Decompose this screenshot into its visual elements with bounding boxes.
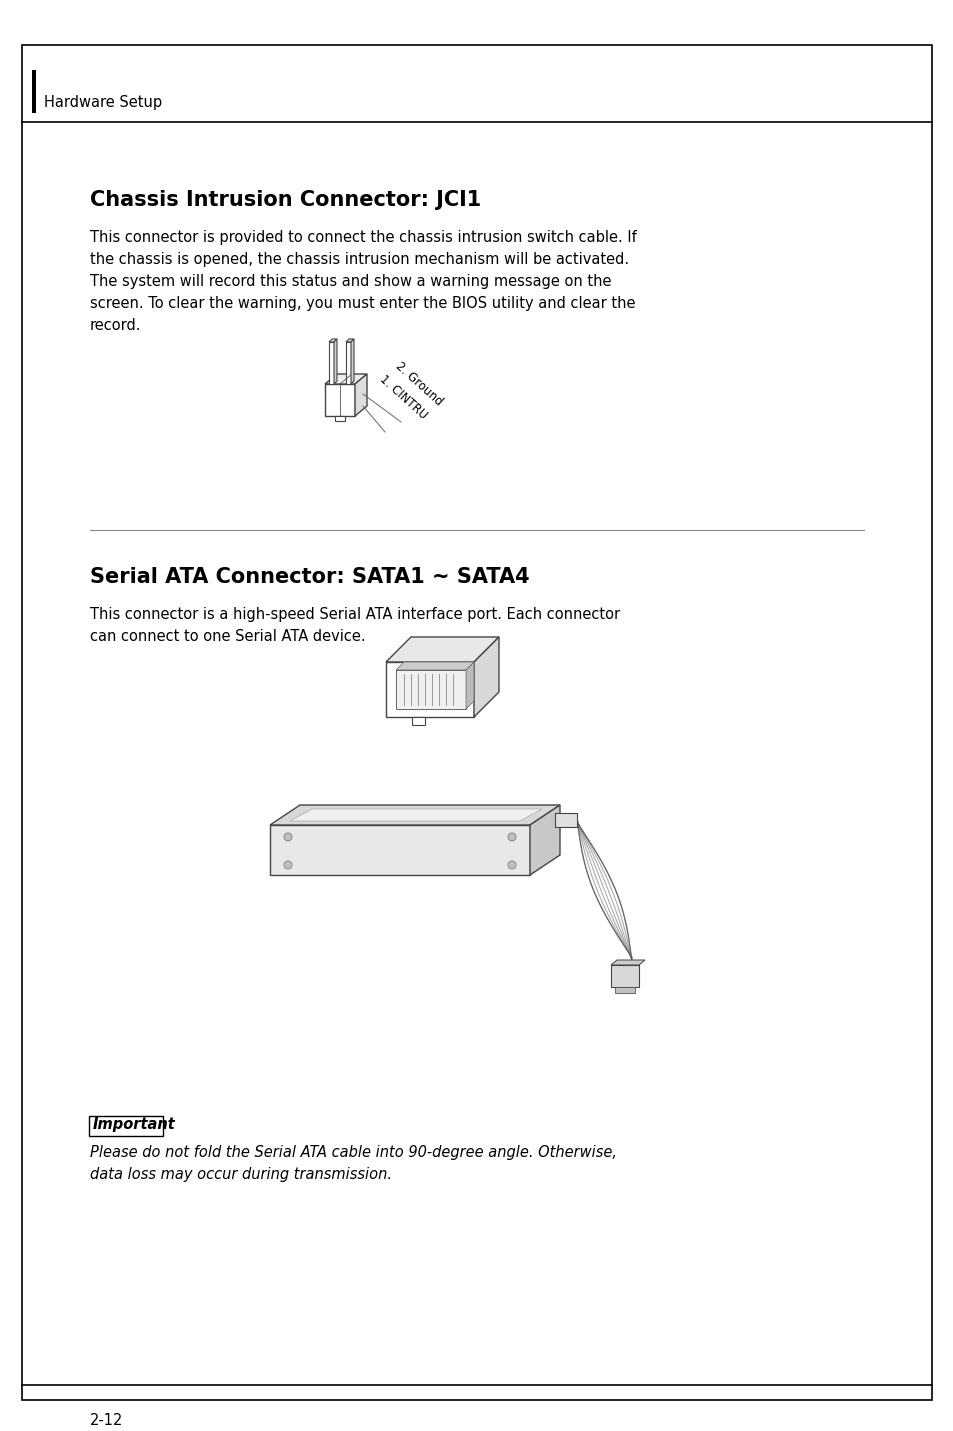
Polygon shape xyxy=(351,339,354,384)
Text: 2-12: 2-12 xyxy=(90,1412,123,1428)
Text: screen. To clear the warning, you must enter the BIOS utility and clear the: screen. To clear the warning, you must e… xyxy=(90,296,635,311)
Polygon shape xyxy=(270,806,559,826)
Polygon shape xyxy=(386,637,498,663)
Text: Serial ATA Connector: SATA1 ~ SATA4: Serial ATA Connector: SATA1 ~ SATA4 xyxy=(90,567,529,587)
Polygon shape xyxy=(355,373,367,416)
Text: Hardware Setup: Hardware Setup xyxy=(44,94,162,110)
Text: Please do not fold the Serial ATA cable into 90-degree angle. Otherwise,: Please do not fold the Serial ATA cable … xyxy=(90,1145,617,1161)
Polygon shape xyxy=(530,806,559,874)
Text: Important: Important xyxy=(92,1118,175,1132)
Polygon shape xyxy=(334,339,336,384)
Polygon shape xyxy=(610,964,639,987)
Text: 2. Ground: 2. Ground xyxy=(393,359,445,408)
Text: The system will record this status and show a warning message on the: The system will record this status and s… xyxy=(90,273,611,289)
Polygon shape xyxy=(555,813,577,827)
Polygon shape xyxy=(386,663,474,717)
Bar xyxy=(32,70,36,113)
Polygon shape xyxy=(346,342,351,384)
Polygon shape xyxy=(465,663,474,708)
Polygon shape xyxy=(474,637,498,717)
Text: This connector is provided to connect the chassis intrusion switch cable. If: This connector is provided to connect th… xyxy=(90,230,636,245)
Polygon shape xyxy=(346,339,354,342)
Polygon shape xyxy=(610,960,644,964)
Text: Chassis Intrusion Connector: JCI1: Chassis Intrusion Connector: JCI1 xyxy=(90,190,480,210)
Polygon shape xyxy=(325,384,355,416)
Text: can connect to one Serial ATA device.: can connect to one Serial ATA device. xyxy=(90,630,365,644)
Polygon shape xyxy=(412,717,424,726)
Text: data loss may occur during transmission.: data loss may occur during transmission. xyxy=(90,1168,392,1182)
Polygon shape xyxy=(290,809,541,821)
Polygon shape xyxy=(270,826,530,874)
Text: 1. CINTRU: 1. CINTRU xyxy=(376,372,429,422)
Polygon shape xyxy=(395,663,474,670)
Polygon shape xyxy=(335,416,345,421)
Circle shape xyxy=(507,861,516,869)
Text: This connector is a high-speed Serial ATA interface port. Each connector: This connector is a high-speed Serial AT… xyxy=(90,607,619,622)
Text: the chassis is opened, the chassis intrusion mechanism will be activated.: the chassis is opened, the chassis intru… xyxy=(90,252,628,268)
Polygon shape xyxy=(615,987,635,993)
Bar xyxy=(89,1116,163,1136)
Circle shape xyxy=(284,861,292,869)
Circle shape xyxy=(284,833,292,841)
Polygon shape xyxy=(395,670,465,708)
Polygon shape xyxy=(329,342,334,384)
Circle shape xyxy=(507,833,516,841)
Polygon shape xyxy=(329,339,336,342)
Text: record.: record. xyxy=(90,318,141,333)
Polygon shape xyxy=(325,373,367,384)
